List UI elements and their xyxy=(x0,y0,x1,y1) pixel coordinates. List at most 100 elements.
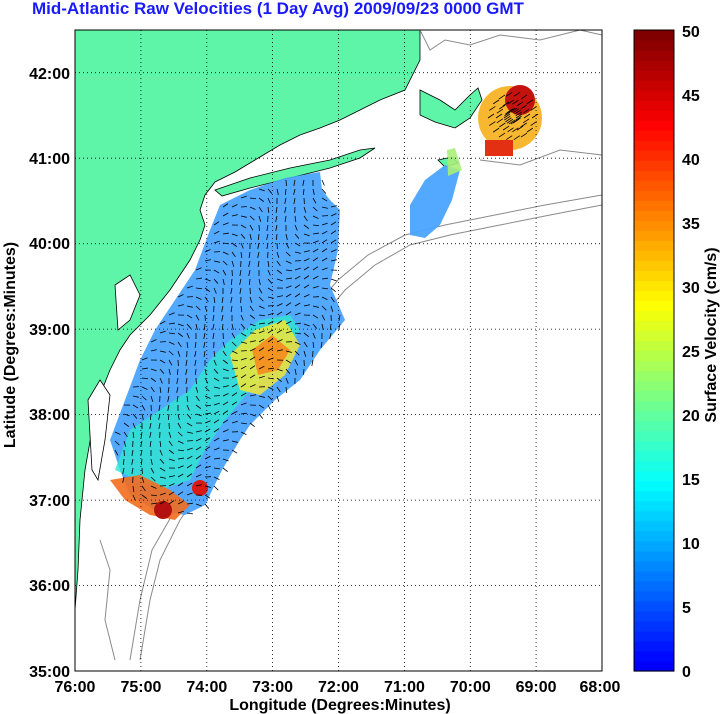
velocity-vector xyxy=(176,368,179,376)
velocity-vector xyxy=(231,367,238,370)
velocity-vector xyxy=(258,365,265,370)
velocity-vector xyxy=(303,350,307,357)
colorbar-swatch xyxy=(634,360,674,372)
cape-cod xyxy=(419,87,483,129)
velocity-vector xyxy=(204,465,211,469)
colorbar-swatch xyxy=(634,250,674,261)
colorbar-tick-label: 20 xyxy=(682,408,700,425)
velocity-vector xyxy=(140,458,143,466)
velocity-vector xyxy=(122,476,125,483)
velocity-vector xyxy=(507,99,514,105)
velocity-vector xyxy=(294,341,301,345)
colorbar-swatch xyxy=(634,300,674,312)
velocity-vector xyxy=(496,118,504,124)
velocity-vector xyxy=(257,260,260,267)
velocity-vector xyxy=(285,359,292,364)
velocity-vector xyxy=(240,323,246,329)
velocity-vector xyxy=(257,251,260,258)
colorbar-swatch xyxy=(634,160,674,171)
velocity-vector xyxy=(285,377,289,384)
long-island xyxy=(214,147,376,197)
velocity-vector xyxy=(240,383,247,388)
velocity-vector xyxy=(303,206,307,213)
velocity-vector xyxy=(321,296,328,300)
velocity-vector xyxy=(186,422,193,427)
velocity-vector xyxy=(258,305,265,309)
velocity-vector xyxy=(294,368,297,375)
velocity-vector xyxy=(275,233,278,241)
velocity-vector xyxy=(258,356,265,361)
velocity-vector xyxy=(258,278,261,285)
velocity-vector xyxy=(231,392,238,397)
velocity-vector xyxy=(312,224,320,227)
colorbar-tick-label: 15 xyxy=(682,472,700,489)
velocity-vector xyxy=(267,197,271,204)
colorbar-swatch xyxy=(634,620,674,632)
velocity-vector xyxy=(312,285,319,289)
velocity-vector xyxy=(495,113,503,119)
velocity-vector xyxy=(167,386,170,393)
velocity-vector xyxy=(222,269,227,276)
velocity-vector xyxy=(231,350,238,354)
velocity-vector xyxy=(176,386,179,393)
velocity-vector xyxy=(285,368,291,374)
velocity-vector xyxy=(159,350,166,353)
velocity-vector xyxy=(284,215,287,222)
velocity-vector xyxy=(185,359,188,366)
velocity-vector xyxy=(240,402,247,406)
velocity-vector xyxy=(285,320,292,325)
velocity-vector xyxy=(489,106,496,111)
velocity-vector xyxy=(267,260,270,267)
velocity-vector xyxy=(240,357,247,361)
velocity-vector xyxy=(312,232,319,235)
colorbar-swatch xyxy=(634,210,674,221)
velocity-vector xyxy=(302,179,305,186)
velocity-vector xyxy=(276,339,283,343)
velocity-vector xyxy=(177,332,184,337)
velocity-vector xyxy=(240,392,247,397)
velocity-vector xyxy=(114,440,120,446)
y-tick-label: 35:00 xyxy=(29,664,70,681)
velocity-vector xyxy=(186,341,189,348)
colorbar-swatch xyxy=(634,60,674,71)
colorbar-swatch xyxy=(634,40,674,51)
velocity-vector xyxy=(294,251,301,254)
velocity-vector xyxy=(230,278,233,286)
velocity-vector xyxy=(330,239,337,244)
velocity-vector xyxy=(159,440,162,447)
velocity-vector xyxy=(150,339,157,343)
velocity-vector xyxy=(515,115,522,121)
velocity-vector xyxy=(186,492,193,496)
colorbar-swatch xyxy=(634,410,674,422)
x-tick-label: 69:00 xyxy=(516,679,557,696)
velocity-vector xyxy=(330,230,337,235)
velocity-vector xyxy=(531,113,539,119)
velocity-vector xyxy=(231,332,236,339)
velocity-vector xyxy=(231,251,236,258)
velocity-vector xyxy=(276,303,283,307)
colorbar xyxy=(634,30,674,672)
velocity-vector xyxy=(185,368,188,375)
colorbar-swatch xyxy=(634,330,674,342)
velocity-vector xyxy=(213,221,220,226)
velocity-vector xyxy=(177,465,184,469)
velocity-vector xyxy=(522,108,530,114)
velocity-vector xyxy=(141,413,144,420)
velocity-vector xyxy=(132,413,138,419)
velocity-hotspot-ne xyxy=(505,85,535,115)
x-tick-label: 76:00 xyxy=(55,679,96,696)
velocity-vector xyxy=(195,464,202,469)
velocity-vector xyxy=(487,113,495,119)
velocity-vector xyxy=(499,104,506,110)
velocity-vector xyxy=(168,312,175,316)
velocity-vector xyxy=(303,266,310,271)
velocity-vector xyxy=(222,419,229,424)
velocity-vector xyxy=(194,341,197,348)
velocity-vector xyxy=(213,287,217,294)
velocity-vector xyxy=(267,367,274,370)
velocity-vector xyxy=(258,206,263,213)
y-tick-label: 40:00 xyxy=(29,236,70,253)
colorbar-ticks: 0 5 10 15 20 25 30 35 40 45 50 Surface V… xyxy=(682,24,720,681)
velocity-vector xyxy=(516,101,524,107)
velocity-vector xyxy=(213,476,220,480)
